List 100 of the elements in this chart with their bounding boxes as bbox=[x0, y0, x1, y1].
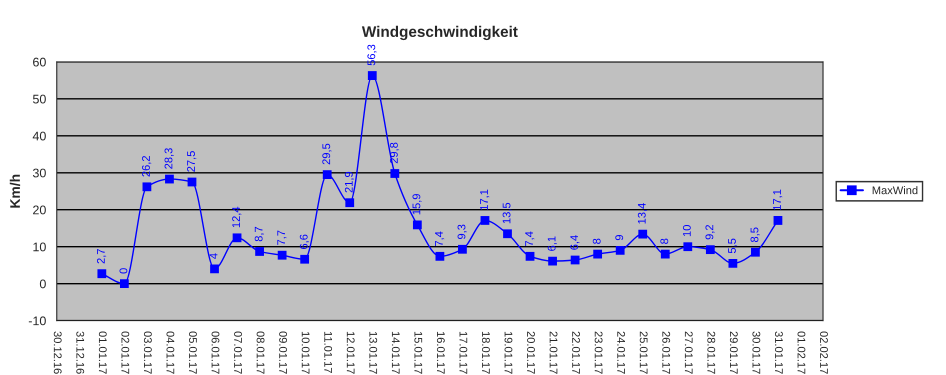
x-tick-label: 17.01.17 bbox=[459, 332, 468, 374]
x-tick-label: 31.01.17 bbox=[774, 331, 783, 374]
y-tick-label: 30 bbox=[32, 168, 46, 178]
data-label: 13,5 bbox=[502, 202, 512, 224]
point bbox=[120, 279, 129, 288]
x-tick-label: 27.01.17 bbox=[684, 332, 693, 374]
data-label: 17,1 bbox=[480, 190, 490, 210]
point bbox=[683, 242, 692, 252]
point bbox=[300, 254, 310, 264]
data-label: 7,7 bbox=[277, 230, 286, 245]
data-label: 9 bbox=[615, 235, 624, 240]
point bbox=[751, 248, 760, 257]
x-tick-label: 21.01.17 bbox=[550, 332, 558, 374]
data-label: 8 bbox=[660, 238, 668, 244]
point bbox=[142, 182, 152, 192]
point bbox=[660, 250, 670, 258]
data-label: 17,1 bbox=[773, 190, 782, 210]
data-label: 6,1 bbox=[548, 236, 557, 251]
data-label: 5,5 bbox=[728, 238, 738, 254]
x-tick-label: 04.01.17 bbox=[166, 331, 174, 374]
data-label: 12,4 bbox=[232, 206, 242, 228]
x-tick-label: 09.01.17 bbox=[279, 331, 288, 374]
data-label: 27,5 bbox=[187, 151, 196, 172]
point bbox=[97, 269, 106, 278]
data-label: 6,6 bbox=[300, 234, 309, 249]
x-tick-label: 12.01.17 bbox=[346, 332, 355, 374]
point bbox=[593, 250, 602, 258]
x-tick-label: 11.01.17 bbox=[324, 332, 332, 373]
point bbox=[436, 252, 444, 261]
point bbox=[638, 230, 648, 239]
point bbox=[412, 220, 422, 230]
data-label: 10 bbox=[682, 225, 691, 236]
x-tick-label: 22.01.17 bbox=[572, 332, 580, 374]
data-label: 8 bbox=[592, 238, 601, 244]
x-tick-label: 16.01.17 bbox=[436, 332, 445, 374]
data-label: 9,3 bbox=[458, 224, 467, 240]
x-tick-label: 03.01.17 bbox=[144, 331, 152, 374]
data-label: 6,4 bbox=[570, 235, 580, 250]
data-label: 56,3 bbox=[367, 44, 377, 66]
data-label: 4 bbox=[210, 253, 218, 259]
x-tick-label: 05.01.17 bbox=[189, 331, 197, 374]
chart-title: Windgeschwindigkeit bbox=[362, 26, 518, 40]
y-tick-label: 60 bbox=[33, 58, 46, 67]
y-tick-label: 0 bbox=[40, 279, 46, 288]
point bbox=[210, 264, 219, 274]
x-tick-label: 29.01.17 bbox=[730, 332, 738, 374]
y-axis-title: Km/h bbox=[10, 174, 20, 208]
y-tick-label: -10 bbox=[28, 316, 46, 326]
x-tick-label: 01.02.17 bbox=[798, 331, 806, 374]
data-label: 13,4 bbox=[638, 203, 648, 224]
x-tick-label: 14.01.17 bbox=[392, 332, 400, 374]
x-tick-label: 02.02.17 bbox=[820, 331, 828, 374]
point bbox=[188, 178, 196, 186]
data-label: 21,9 bbox=[344, 172, 354, 192]
point bbox=[368, 71, 377, 80]
point bbox=[165, 174, 174, 184]
point bbox=[728, 258, 738, 268]
point bbox=[503, 229, 512, 238]
x-tick-label: 10.01.17 bbox=[302, 332, 310, 374]
data-label: 29,5 bbox=[322, 144, 332, 164]
data-label: 9,2 bbox=[705, 225, 715, 240]
point bbox=[345, 198, 354, 208]
x-tick-label: 06.01.17 bbox=[212, 331, 220, 374]
y-tick-label: 50 bbox=[32, 94, 46, 104]
point bbox=[232, 233, 242, 242]
point bbox=[390, 169, 400, 178]
data-label: 7,4 bbox=[525, 231, 534, 246]
x-tick-label: 15.01.17 bbox=[414, 332, 422, 374]
point bbox=[526, 252, 534, 261]
x-tick-label: 23.01.17 bbox=[594, 332, 603, 374]
point bbox=[278, 250, 287, 260]
x-tick-label: 31.12.16 bbox=[76, 331, 84, 374]
x-tick-label: 30.12.16 bbox=[54, 331, 62, 374]
point bbox=[774, 216, 782, 225]
x-tick-label: 18.01.17 bbox=[482, 332, 490, 374]
x-tick-label: 19.01.17 bbox=[504, 332, 512, 374]
x-tick-label: 20.01.17 bbox=[527, 332, 535, 374]
legend-label: MaxWind bbox=[872, 186, 918, 194]
x-tick-label: 28.01.17 bbox=[707, 332, 716, 374]
point bbox=[570, 256, 580, 264]
x-tick-label: 08.01.17 bbox=[256, 331, 264, 374]
point bbox=[548, 256, 557, 266]
x-tick-label: 30.01.17 bbox=[752, 331, 760, 374]
point bbox=[458, 244, 467, 254]
x-tick-label: 26.01.17 bbox=[662, 332, 670, 374]
x-tick-label: 24.01.17 bbox=[617, 332, 626, 374]
data-label: 2,7 bbox=[96, 249, 106, 264]
data-label: 0 bbox=[119, 268, 128, 274]
data-label: 15,9 bbox=[412, 194, 422, 214]
data-label: 28,3 bbox=[164, 148, 174, 169]
x-tick-label: 25.01.17 bbox=[640, 332, 648, 374]
data-label: 7,4 bbox=[435, 231, 444, 246]
data-label: 26,2 bbox=[142, 156, 152, 177]
x-tick-label: 07.01.17 bbox=[234, 331, 242, 374]
x-tick-label: 01.01.17 bbox=[98, 331, 107, 374]
x-tick-label: 13.01.17 bbox=[369, 332, 378, 374]
point bbox=[706, 245, 715, 254]
y-tick-label: 20 bbox=[33, 206, 46, 214]
point bbox=[322, 170, 332, 180]
point bbox=[616, 246, 625, 255]
